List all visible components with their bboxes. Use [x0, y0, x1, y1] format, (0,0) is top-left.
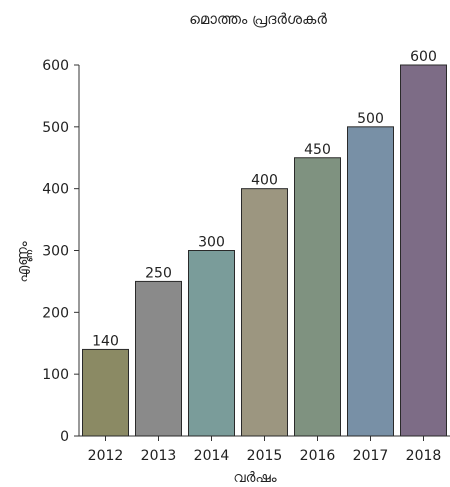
x-tick-label: 2016	[300, 448, 336, 464]
data-label-2012: 140	[92, 333, 119, 349]
data-label-2014: 300	[198, 235, 225, 251]
chart-title: മൊത്തം പ്രദർശകർ	[189, 10, 327, 28]
x-tick-label: 2014	[194, 448, 230, 464]
bar-2012	[82, 348, 129, 437]
y-tick-label: 300	[42, 244, 69, 260]
x-tick-label: 2017	[353, 448, 389, 464]
bar-2014	[188, 250, 235, 437]
data-labels: 140 250 300 400 450 500 600	[92, 49, 437, 349]
y-axis-label: എണ്ണം	[15, 241, 33, 282]
bars	[82, 64, 447, 437]
x-tick-label: 2018	[406, 448, 442, 464]
data-label-2015: 400	[251, 173, 278, 189]
y-tick-label: 600	[42, 58, 69, 74]
bar-2016	[294, 157, 341, 437]
y-tick-label: 400	[42, 182, 69, 198]
x-tick-label: 2012	[88, 448, 124, 464]
y-tick-label: 100	[42, 367, 69, 383]
y-axis: 0 100 200 300 400 500 600	[42, 58, 80, 445]
bar-2017	[347, 126, 394, 437]
x-tick-label: 2015	[247, 448, 283, 464]
x-tick-label: 2013	[141, 448, 177, 464]
data-label-2013: 250	[145, 265, 172, 281]
y-tick-label: 200	[42, 305, 69, 321]
data-label-2018: 600	[410, 49, 437, 65]
x-axis: 2012 2013 2014 2015 2016 2017 2018	[79, 435, 450, 464]
data-label-2017: 500	[357, 111, 384, 127]
bar-2018	[400, 64, 447, 437]
bar-2013	[135, 280, 182, 437]
y-tick-label: 0	[60, 429, 69, 445]
y-tick-label: 500	[42, 120, 69, 136]
x-axis-label: വർഷം	[233, 470, 276, 486]
bar-2015	[241, 188, 288, 437]
data-label-2016: 450	[304, 142, 331, 158]
